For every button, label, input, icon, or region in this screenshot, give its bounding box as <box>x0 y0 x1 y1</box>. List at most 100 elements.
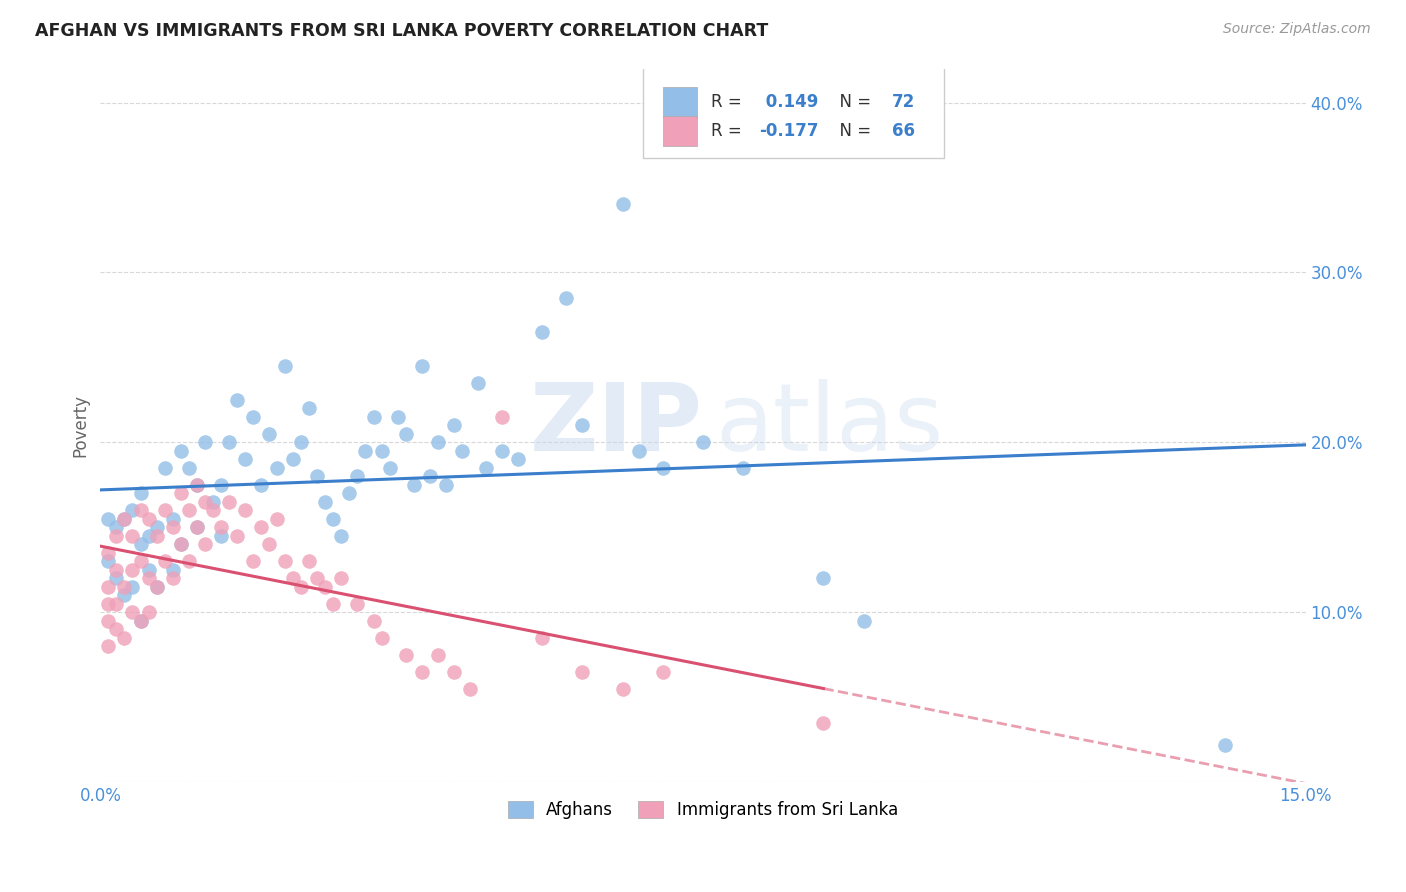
Point <box>129 503 152 517</box>
Point <box>257 426 280 441</box>
Point <box>114 588 136 602</box>
Point <box>170 537 193 551</box>
Point <box>283 452 305 467</box>
Point <box>370 631 392 645</box>
Point <box>114 512 136 526</box>
Point <box>419 469 441 483</box>
Point <box>402 478 425 492</box>
Point <box>138 606 160 620</box>
Point <box>612 681 634 696</box>
Point <box>274 359 297 373</box>
Text: ZIP: ZIP <box>530 379 703 472</box>
Point <box>813 571 835 585</box>
Point <box>458 681 481 696</box>
Point <box>121 529 143 543</box>
Point <box>153 461 176 475</box>
Point <box>129 614 152 628</box>
Point <box>209 478 232 492</box>
Point <box>363 614 385 628</box>
Point <box>129 486 152 500</box>
Point <box>411 665 433 679</box>
FancyBboxPatch shape <box>643 66 943 158</box>
Point <box>491 444 513 458</box>
Point <box>105 571 128 585</box>
Point <box>651 665 673 679</box>
Point <box>105 520 128 534</box>
Point <box>1213 738 1236 752</box>
Point <box>145 580 167 594</box>
Point <box>387 409 409 424</box>
Point <box>339 486 361 500</box>
Point <box>177 503 200 517</box>
Point <box>508 452 530 467</box>
Point <box>363 409 385 424</box>
Point <box>651 461 673 475</box>
Point <box>330 529 353 543</box>
Point <box>138 529 160 543</box>
Point <box>852 614 875 628</box>
Point <box>274 554 297 568</box>
Point <box>426 435 449 450</box>
Point <box>627 444 650 458</box>
Point <box>114 631 136 645</box>
Text: R =: R = <box>711 121 748 139</box>
Point <box>395 648 418 662</box>
Point <box>314 495 336 509</box>
Point <box>186 478 208 492</box>
Point <box>411 359 433 373</box>
Point <box>266 512 288 526</box>
Point <box>153 503 176 517</box>
Point <box>531 325 554 339</box>
Point <box>145 520 167 534</box>
Point <box>97 512 120 526</box>
Point <box>467 376 489 390</box>
Point <box>121 503 143 517</box>
Point <box>250 478 273 492</box>
Point <box>186 520 208 534</box>
Point <box>138 571 160 585</box>
Point <box>170 444 193 458</box>
Point <box>129 537 152 551</box>
Point <box>378 461 401 475</box>
Point <box>354 444 377 458</box>
Point <box>114 580 136 594</box>
Text: 66: 66 <box>893 121 915 139</box>
Point <box>129 614 152 628</box>
Point <box>266 461 288 475</box>
Point <box>257 537 280 551</box>
Point <box>443 665 465 679</box>
Point <box>290 580 312 594</box>
Point <box>145 529 167 543</box>
Point <box>443 418 465 433</box>
Point <box>194 537 217 551</box>
Point <box>346 469 368 483</box>
Point <box>491 409 513 424</box>
Point <box>370 444 392 458</box>
Point <box>97 580 120 594</box>
FancyBboxPatch shape <box>664 116 697 145</box>
Point <box>395 426 418 441</box>
Point <box>346 597 368 611</box>
Point <box>201 495 224 509</box>
Point <box>194 435 217 450</box>
Point <box>314 580 336 594</box>
Point <box>733 461 755 475</box>
Point <box>97 597 120 611</box>
Point <box>114 512 136 526</box>
Point <box>233 503 256 517</box>
Point <box>162 563 184 577</box>
Text: N =: N = <box>830 121 877 139</box>
Point <box>451 444 474 458</box>
Text: N =: N = <box>830 93 877 111</box>
Text: Source: ZipAtlas.com: Source: ZipAtlas.com <box>1223 22 1371 37</box>
Point <box>322 597 344 611</box>
Point <box>194 495 217 509</box>
Text: AFGHAN VS IMMIGRANTS FROM SRI LANKA POVERTY CORRELATION CHART: AFGHAN VS IMMIGRANTS FROM SRI LANKA POVE… <box>35 22 769 40</box>
Point <box>290 435 312 450</box>
Text: -0.177: -0.177 <box>759 121 820 139</box>
Point <box>138 512 160 526</box>
Point <box>177 554 200 568</box>
Text: 72: 72 <box>893 93 915 111</box>
Point <box>145 580 167 594</box>
Point <box>121 563 143 577</box>
